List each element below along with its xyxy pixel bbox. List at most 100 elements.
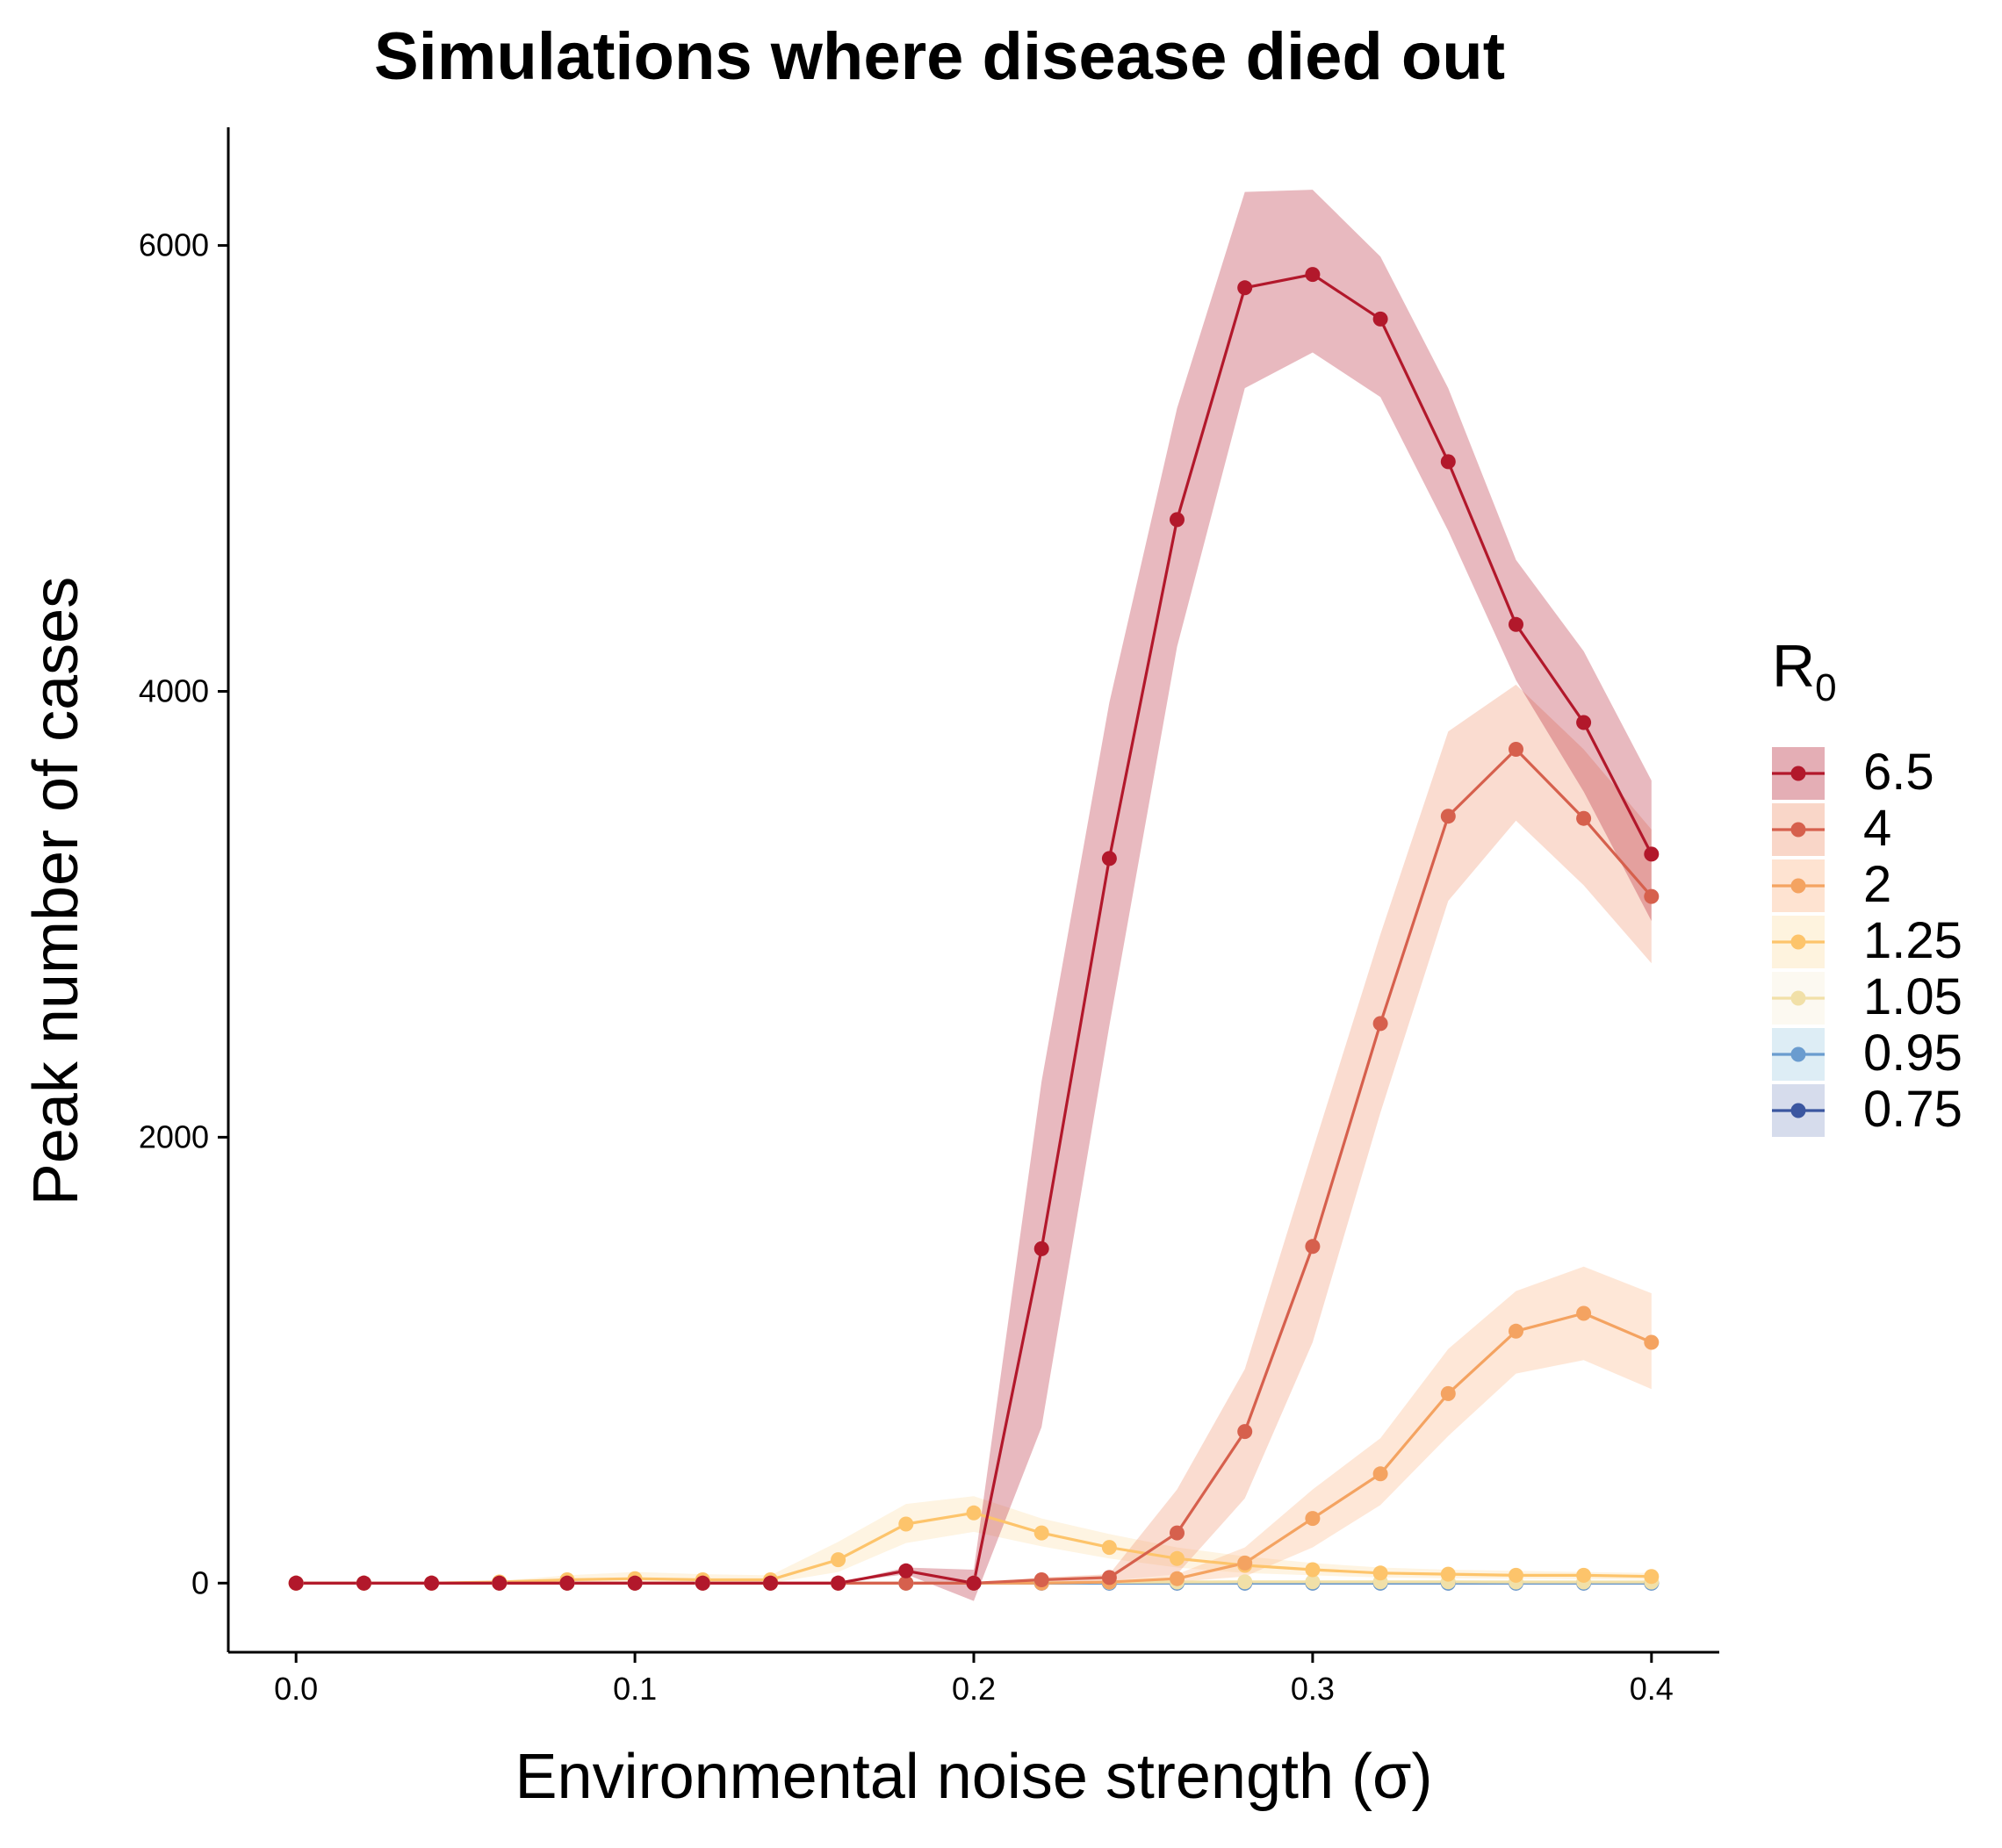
data-point-r0-4 [1101, 1570, 1117, 1586]
legend-point [1790, 1046, 1806, 1062]
data-point-r0-6.5 [966, 1575, 982, 1591]
x-tick-label: 0.0 [274, 1671, 318, 1707]
legend-item-r0-6.5: 6.5 [1772, 744, 1934, 801]
legend-point [1790, 990, 1806, 1006]
data-point-r0-6.5 [356, 1575, 371, 1591]
data-point-r0-6.5 [559, 1575, 575, 1591]
legend-point [1790, 822, 1806, 838]
legend-item-r0-0.75: 0.75 [1772, 1081, 1962, 1138]
ribbon-r0-2 [296, 1266, 1652, 1584]
data-point-r0-6.5 [288, 1575, 304, 1591]
data-point-r0-1.25 [1305, 1562, 1321, 1578]
data-point-r0-4 [1237, 1424, 1253, 1440]
data-point-r0-6.5 [1170, 512, 1185, 528]
legend-label: 1.05 [1863, 968, 1962, 1025]
ribbon-r0-4 [296, 684, 1652, 1584]
legend-title-main: R [1772, 633, 1815, 700]
data-point-r0-2 [1644, 1334, 1660, 1350]
data-point-r0-2 [1576, 1305, 1592, 1321]
x-tick-label: 0.4 [1630, 1671, 1674, 1707]
legend-item-r0-1.25: 1.25 [1772, 912, 1962, 969]
data-point-r0-6.5 [627, 1575, 643, 1591]
data-point-layer [288, 267, 1660, 1591]
data-point-r0-4 [1576, 810, 1592, 826]
legend-label: 6.5 [1863, 744, 1934, 801]
data-point-r0-6.5 [831, 1575, 846, 1591]
data-point-r0-6.5 [1101, 851, 1117, 866]
legend-label: 1.25 [1863, 912, 1962, 969]
data-point-r0-1.25 [1372, 1565, 1388, 1581]
data-point-r0-1.25 [898, 1516, 914, 1532]
data-point-r0-4 [1372, 1016, 1388, 1032]
data-point-r0-4 [1170, 1525, 1185, 1541]
data-point-r0-1.25 [1033, 1525, 1049, 1541]
x-tick-label: 0.1 [613, 1671, 657, 1707]
data-point-r0-6.5 [695, 1575, 710, 1591]
data-point-r0-4 [1440, 809, 1456, 824]
legend-label: 0.75 [1863, 1081, 1962, 1138]
data-point-r0-6.5 [1644, 846, 1660, 862]
data-point-r0-1.25 [1101, 1540, 1117, 1556]
data-point-r0-1.25 [966, 1505, 982, 1521]
data-point-r0-6.5 [1372, 311, 1388, 327]
legend-label: 0.95 [1863, 1025, 1962, 1082]
legend-item-r0-2: 2 [1772, 856, 1891, 913]
y-tick-label: 6000 [139, 227, 209, 263]
data-point-r0-1.05 [1305, 1574, 1321, 1590]
data-point-r0-2 [1237, 1555, 1253, 1571]
x-axis-ticks: 0.0 0.1 0.2 0.3 0.4 [274, 1652, 1674, 1707]
chart-title: Simulations where disease died out [374, 19, 1505, 94]
y-axis-ticks: 0 2000 4000 6000 [139, 227, 228, 1600]
data-point-r0-6.5 [492, 1575, 508, 1591]
data-point-r0-4 [1644, 888, 1660, 904]
legend-item-r0-0.95: 0.95 [1772, 1025, 1962, 1082]
data-point-r0-4 [1305, 1239, 1321, 1255]
legend-point [1790, 1103, 1806, 1118]
data-point-r0-2 [1440, 1385, 1456, 1401]
data-point-r0-1.05 [1237, 1574, 1253, 1590]
data-point-r0-6.5 [1576, 715, 1592, 730]
y-tick-label: 4000 [139, 672, 209, 708]
data-point-r0-4 [1033, 1572, 1049, 1587]
data-point-r0-2 [1305, 1511, 1321, 1527]
y-tick-label: 2000 [139, 1118, 209, 1154]
data-point-r0-1.25 [1170, 1550, 1185, 1566]
legend-point [1790, 934, 1806, 950]
data-point-r0-6.5 [1033, 1240, 1049, 1256]
x-axis-label: Environmental noise strength (σ) [515, 1742, 1433, 1812]
data-point-r0-1.25 [831, 1552, 846, 1568]
legend-point [1790, 878, 1806, 894]
data-point-r0-1.25 [1644, 1569, 1660, 1585]
legend-item-r0-4: 4 [1772, 800, 1891, 857]
legend-label: 4 [1863, 800, 1891, 857]
data-point-r0-1.25 [1509, 1567, 1523, 1583]
x-tick-label: 0.3 [1291, 1671, 1335, 1707]
x-tick-label: 0.2 [952, 1671, 996, 1707]
data-point-r0-1.25 [1440, 1566, 1456, 1582]
data-point-r0-6.5 [1237, 280, 1253, 296]
data-point-r0-6.5 [1305, 267, 1321, 283]
legend-point [1790, 766, 1806, 781]
legend-title-subscript: 0 [1815, 666, 1836, 709]
data-point-r0-6.5 [1509, 616, 1523, 632]
data-point-r0-2 [1372, 1466, 1388, 1482]
data-point-r0-6.5 [763, 1575, 778, 1591]
data-point-r0-4 [898, 1575, 914, 1591]
data-point-r0-6.5 [898, 1563, 914, 1578]
legend-label: 2 [1863, 856, 1891, 913]
data-point-r0-1.25 [1576, 1567, 1592, 1583]
data-point-r0-6.5 [424, 1575, 439, 1591]
legend-item-r0-1.05: 1.05 [1772, 968, 1962, 1025]
data-point-r0-2 [1509, 1323, 1523, 1339]
data-point-r0-6.5 [1440, 454, 1456, 470]
legend-title: R0 [1772, 633, 1837, 709]
y-tick-label: 0 [191, 1564, 209, 1600]
data-point-r0-4 [1509, 742, 1523, 757]
data-point-r0-2 [1170, 1571, 1185, 1586]
y-axis-label: Peak number of cases [21, 577, 91, 1205]
